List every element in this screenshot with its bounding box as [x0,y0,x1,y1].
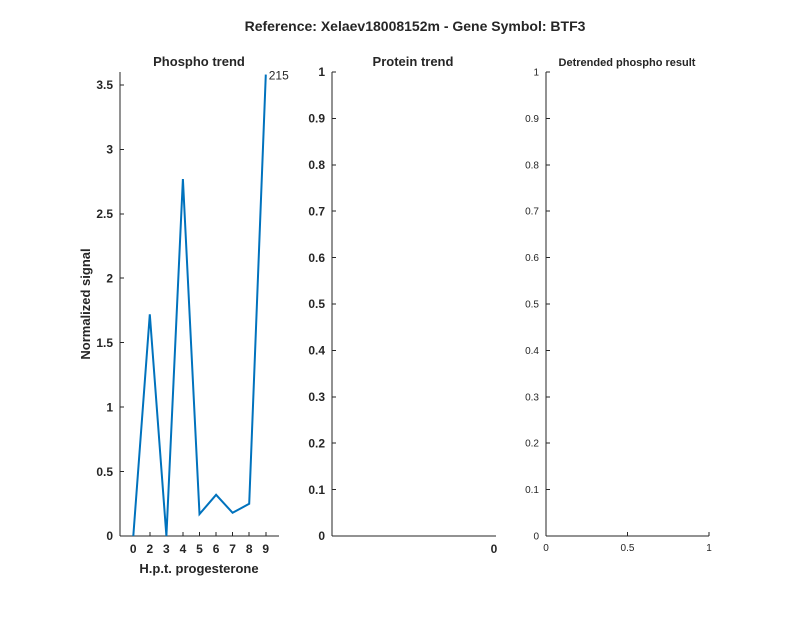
protein-xtick-label: 0 [491,542,498,556]
protein-ytick-label: 0.5 [308,297,325,311]
detrended-ytick-label: 0.8 [525,160,539,171]
detrended-ytick-label: 0.1 [525,485,539,496]
phospho-trend-ylabel: Normalized signal [78,248,93,359]
detrended-ytick-label: 0.3 [525,392,539,403]
protein-ytick-label: 0.4 [308,344,325,358]
phospho-series-line [132,74,267,537]
detrended-ytick-label: 0.4 [525,346,539,357]
detrended-phospho-panel: Detrended phospho result 0 0.1 0.2 0.3 0.4 0.… [525,57,712,554]
protein-ytick-label: 0.6 [308,251,325,265]
detrended-phospho-title: Detrended phospho result [559,57,696,69]
phospho-ytick-label: 1 [106,400,113,414]
phospho-ytick-label: 1.5 [96,336,113,350]
phospho-xtick-label: 0 [130,542,137,556]
detrended-xtick-label: 1 [706,543,712,554]
phospho-xtick-label: 5 [196,542,203,556]
phospho-xtick-label: 6 [213,542,220,556]
protein-ytick-label: 1 [318,65,325,79]
detrended-ytick-label: 0.6 [525,253,539,264]
detrended-ytick-label: 0.2 [525,439,539,450]
detrended-phospho-axes: 0 0.1 0.2 0.3 0.4 0.5 0.6 0.7 0.8 0.9 1 0 0.5 1 [525,68,712,555]
detrended-ytick-label: 0 [533,532,539,543]
detrended-xtick-label: 0.5 [621,543,635,554]
phospho-xtick-label: 2 [146,542,153,556]
phospho-xtick-label: 4 [180,542,187,556]
detrended-ytick-label: 0.9 [525,114,539,125]
protein-ytick-label: 0.3 [308,390,325,404]
phospho-xtick-label: 3 [163,542,170,556]
protein-ytick-label: 0.9 [308,112,325,126]
protein-ytick-label: 0.8 [308,158,325,172]
protein-trend-title: Protein trend [373,54,454,69]
phospho-ytick-label: 3 [106,143,113,157]
detrended-ytick-label: 0.7 [525,207,539,218]
phospho-xtick-label: 9 [262,542,269,556]
phospho-xtick-label: 7 [229,542,236,556]
figure-suptitle: Reference: Xelaev18008152m - Gene Symbol… [245,18,586,34]
protein-trend-axes: 0 0.1 0.2 0.3 0.4 0.5 0.6 0.7 0.8 0.9 1 0 [308,65,497,556]
phospho-end-label: 215 [269,69,289,83]
protein-trend-panel: Protein trend 00.10.20.30.40.50.60.70.80… [308,54,497,556]
phospho-ytick-label: 0.5 [96,465,113,479]
phospho-ytick-label: 2 [106,271,113,285]
phospho-ytick-label: 3.5 [96,78,113,92]
protein-ytick-label: 0.2 [308,436,325,450]
protein-ytick-label: 0 [318,529,325,543]
detrended-ytick-label: 0.5 [525,300,539,311]
phospho-ytick-label: 2.5 [96,207,113,221]
phospho-xtick-label: 8 [246,542,253,556]
detrended-ytick-label: 1 [533,68,539,79]
phospho-ytick-label: 0 [106,529,113,543]
protein-ytick-label: 0.7 [308,204,325,218]
protein-ytick-label: 0.1 [308,483,325,497]
detrended-xtick-label: 0 [543,543,549,554]
phospho-trend-panel: Phospho trend H.p.t. progesterone Normal… [78,54,289,576]
phospho-trend-title: Phospho trend [153,54,245,69]
phospho-trend-xlabel: H.p.t. progesterone [139,561,258,576]
